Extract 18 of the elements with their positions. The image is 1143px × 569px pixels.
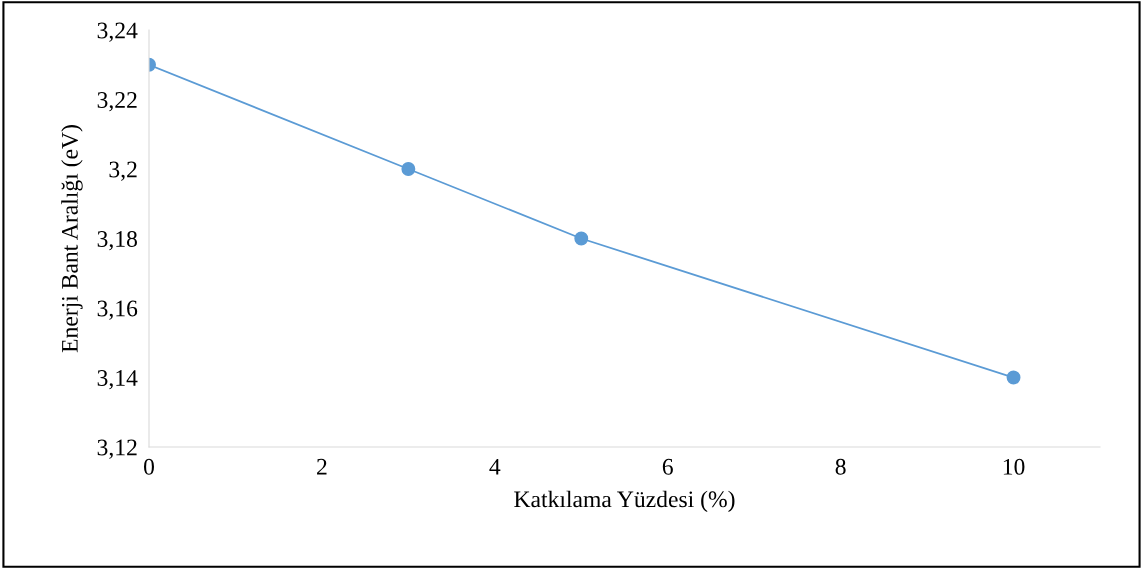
x-tick-label: 6	[662, 458, 673, 475]
point	[401, 162, 416, 176]
point	[1006, 370, 1021, 385]
y-tick-label: 3,18	[97, 230, 137, 251]
y-tick-label: 3,12	[97, 439, 137, 459]
x-tick-label: 8	[835, 458, 846, 475]
x-axis-title: Katkılama Yüzdesi (%)	[514, 490, 735, 513]
y-axis-title: Enerji Bant Aralığı (eV)	[61, 125, 83, 353]
y-tick-label: 3,14	[97, 370, 138, 390]
y-tick-label: 3,2	[109, 161, 137, 181]
point	[574, 231, 589, 246]
y-tick-label: 3,22	[97, 92, 137, 112]
x-tick-label: 4	[489, 458, 501, 475]
x-tick-label: 2	[317, 458, 327, 475]
y-tick-label: 3,16	[97, 300, 138, 320]
x-tick-label: 0	[144, 458, 154, 475]
x-tick-label: 10	[1003, 458, 1025, 475]
y-tick-label: 3,24	[97, 22, 138, 42]
